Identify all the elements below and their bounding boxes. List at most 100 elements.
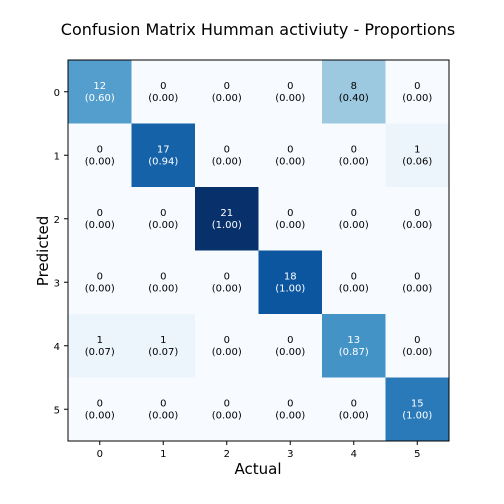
heatmap-cell-3-1 — [131, 250, 196, 315]
plot-frame — [67, 59, 450, 442]
cell-proportion-4-2: (0.00) — [212, 347, 242, 358]
cell-proportion-2-0: (0.00) — [85, 220, 115, 231]
y-axis-ticks: 0 1 2 3 4 5 — [54, 88, 68, 416]
cell-count-4-2: 0 — [224, 335, 230, 346]
heatmap-cell-3-4 — [322, 250, 386, 315]
cell-proportion-5-1: (0.00) — [148, 410, 178, 421]
heatmap-cell-5-0 — [68, 377, 132, 442]
heatmap-cell-1-3 — [258, 123, 323, 188]
cell-count-3-3: 18 — [284, 271, 297, 282]
cell-proportion-5-5: (1.00) — [402, 410, 432, 421]
x-axis-ticks: 0 1 2 3 4 5 — [97, 441, 420, 460]
heatmap-cell-0-5 — [385, 60, 450, 124]
cell-count-2-3: 0 — [287, 208, 293, 219]
heatmap-cell-4-5 — [385, 314, 450, 378]
cell-count-4-3: 0 — [287, 335, 293, 346]
cell-proportion-4-4: (0.87) — [339, 347, 369, 358]
cell-count-1-3: 0 — [287, 144, 293, 155]
cell-proportion-0-0: (0.60) — [85, 93, 115, 104]
cell-count-5-0: 0 — [97, 398, 103, 409]
cell-proportion-2-5: (0.00) — [402, 220, 432, 231]
heatmap-cell-5-4 — [322, 377, 386, 442]
heatmap-cell-0-4 — [322, 60, 386, 124]
cell-count-3-4: 0 — [351, 271, 357, 282]
cell-proportion-5-3: (0.00) — [275, 410, 305, 421]
cell-proportion-1-5: (0.06) — [402, 156, 432, 167]
cell-proportion-5-4: (0.00) — [339, 410, 369, 421]
heatmap-cell-2-1 — [131, 187, 196, 251]
cell-proportion-1-4: (0.00) — [339, 156, 369, 167]
cell-proportion-1-0: (0.00) — [85, 156, 115, 167]
x-tick-label-0: 0 — [97, 449, 103, 460]
cell-proportion-0-3: (0.00) — [275, 93, 305, 104]
cell-count-0-1: 0 — [160, 81, 166, 92]
cell-proportion-4-1: (0.07) — [148, 347, 178, 358]
cell-proportion-2-4: (0.00) — [339, 220, 369, 231]
heatmap-cell-1-1 — [131, 123, 196, 188]
heatmap-cell-0-0 — [68, 60, 132, 124]
cell-count-1-5: 1 — [414, 144, 420, 155]
cell-proportion-3-3: (1.00) — [275, 283, 305, 294]
cell-proportion-3-1: (0.00) — [148, 283, 178, 294]
heatmap-cell-3-2 — [195, 250, 259, 315]
cell-count-0-4: 8 — [351, 81, 357, 92]
y-tick-label-1: 1 — [54, 151, 60, 162]
heatmap-cell-2-3 — [258, 187, 323, 251]
cell-count-2-5: 0 — [414, 208, 420, 219]
chart-title: Confusion Matrix Humman activiuty - Prop… — [61, 20, 455, 39]
cell-count-5-4: 0 — [351, 398, 357, 409]
cell-count-3-1: 0 — [160, 271, 166, 282]
cell-proportion-3-2: (0.00) — [212, 283, 242, 294]
cell-count-5-1: 0 — [160, 398, 166, 409]
heatmap-cell-1-4 — [322, 123, 386, 188]
cell-count-2-2: 21 — [220, 208, 233, 219]
cell-count-1-1: 17 — [157, 144, 170, 155]
cell-count-0-0: 12 — [93, 81, 106, 92]
cell-proportion-4-3: (0.00) — [275, 347, 305, 358]
y-tick-label-2: 2 — [54, 215, 60, 226]
cell-count-0-2: 0 — [224, 81, 230, 92]
cell-proportion-2-1: (0.00) — [148, 220, 178, 231]
y-tick-label-5: 5 — [54, 405, 60, 416]
cell-count-3-0: 0 — [97, 271, 103, 282]
y-tick-label-0: 0 — [54, 88, 60, 99]
x-tick-label-4: 4 — [351, 449, 357, 460]
cell-proportion-1-2: (0.00) — [212, 156, 242, 167]
cell-count-2-1: 0 — [160, 208, 166, 219]
cell-count-2-4: 0 — [351, 208, 357, 219]
heatmap-cell-0-2 — [195, 60, 259, 124]
cell-proportion-4-0: (0.07) — [85, 347, 115, 358]
cell-proportion-3-0: (0.00) — [85, 283, 115, 294]
cell-count-3-5: 0 — [414, 271, 420, 282]
y-axis-label: Predicted — [34, 216, 52, 286]
x-tick-label-3: 3 — [287, 449, 293, 460]
x-tick-label-2: 2 — [224, 449, 230, 460]
cell-count-2-0: 0 — [97, 208, 103, 219]
heatmap-cell-4-4 — [322, 314, 386, 378]
heatmap-cell-5-3 — [258, 377, 323, 442]
heatmap-cell-4-1 — [131, 314, 196, 378]
cell-count-5-2: 0 — [224, 398, 230, 409]
heatmap-cell-5-5 — [385, 377, 450, 442]
heatmap-cell-1-2 — [195, 123, 259, 188]
cell-count-4-1: 1 — [160, 335, 166, 346]
cell-count-5-3: 0 — [287, 398, 293, 409]
cell-count-4-4: 13 — [347, 335, 360, 346]
cell-count-4-0: 1 — [97, 335, 103, 346]
cell-proportion-0-4: (0.40) — [339, 93, 369, 104]
cell-count-1-2: 0 — [224, 144, 230, 155]
cell-count-0-5: 0 — [414, 81, 420, 92]
heatmap-cell-0-1 — [131, 60, 196, 124]
heatmap-cell-1-0 — [68, 123, 132, 188]
y-tick-label-3: 3 — [54, 278, 60, 289]
cell-proportion-3-4: (0.00) — [339, 283, 369, 294]
cell-count-1-4: 0 — [351, 144, 357, 155]
heatmap-cell-2-5 — [385, 187, 450, 251]
heatmap-cell-2-4 — [322, 187, 386, 251]
heatmap-cell-2-0 — [68, 187, 132, 251]
heatmap-cell-4-2 — [195, 314, 259, 378]
cell-count-5-5: 15 — [411, 398, 424, 409]
heatmap-cell-2-2 — [195, 187, 259, 251]
x-tick-label-1: 1 — [160, 449, 166, 460]
